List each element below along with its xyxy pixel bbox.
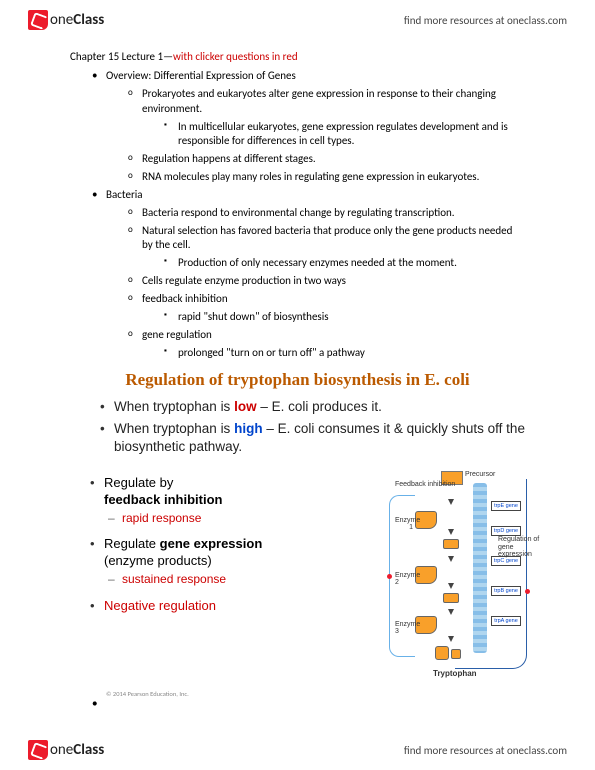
sub-red: sustained response xyxy=(104,572,295,588)
logo-part2: Class xyxy=(73,741,104,759)
text: RNA molecules play many roles in regulat… xyxy=(142,170,479,183)
list-item: Regulation happens at different stages. xyxy=(128,152,525,167)
dna-strand-icon xyxy=(473,483,487,653)
sub-red: rapid response xyxy=(104,511,295,527)
key-points-list: When tryptophan is low – E. coli produce… xyxy=(70,398,525,456)
arrow-icon xyxy=(448,499,454,505)
list-item: When tryptophan is low – E. coli produce… xyxy=(100,398,525,416)
chapter-title: Chapter 15 Lecture 1—with clicker questi… xyxy=(70,50,525,63)
low-text: low xyxy=(234,399,257,414)
copyright-text: © 2014 Pearson Education, Inc. xyxy=(70,690,525,698)
logo-part2: Class xyxy=(73,11,104,29)
list-item: When tryptophan is high – E. coli consum… xyxy=(100,420,525,456)
list-item: Prokaryotes and eukaryotes alter gene ex… xyxy=(128,87,525,149)
list-item: Cells regulate enzyme production in two … xyxy=(128,274,525,289)
text: Bacteria xyxy=(106,188,143,201)
list-item: Negative regulation xyxy=(90,598,295,615)
text: In multicellular eukaryotes, gene expres… xyxy=(178,120,508,148)
bold-text: feedback inhibition xyxy=(104,492,222,507)
list-item: Bacteria respond to environmental change… xyxy=(128,206,525,221)
arrow-icon xyxy=(448,529,454,535)
two-column-section: Regulate by feedback inhibition rapid re… xyxy=(70,459,525,686)
precursor-label: Precursor xyxy=(465,471,495,478)
list-item: Overview: Differential Expression of Gen… xyxy=(92,69,525,185)
intermediate-icon xyxy=(443,539,459,549)
tryptophan-icon xyxy=(435,646,449,660)
logo-part1: one xyxy=(50,741,73,759)
logo-icon xyxy=(28,740,48,760)
text: Regulate by xyxy=(104,475,173,490)
list-item: feedback inhibition rapid "shut down" of… xyxy=(128,292,525,325)
text: – E. coli produces it. xyxy=(257,399,382,414)
list-item: In multicellular eukaryotes, gene expres… xyxy=(164,120,525,150)
gene-label: trpA gene xyxy=(491,616,521,626)
text: Regulate xyxy=(104,536,160,551)
outline-list: Overview: Differential Expression of Gen… xyxy=(70,69,525,360)
text: Natural selection has favored bacteria t… xyxy=(142,224,512,252)
text: Overview: Differential Expression of Gen… xyxy=(106,69,296,82)
text: feedback inhibition xyxy=(142,292,228,305)
list-item: gene regulation prolonged "turn on or tu… xyxy=(128,328,525,361)
list-item: Regulate by feedback inhibition rapid re… xyxy=(90,475,295,526)
text: Production of only necessary enzymes nee… xyxy=(178,256,457,269)
bold-text: gene expression xyxy=(160,536,263,551)
gene-label: trpD gene xyxy=(491,526,521,536)
tryptophan-label: Tryptophan xyxy=(433,669,477,678)
list-item: Regulate gene expression (enzyme product… xyxy=(90,536,295,587)
list-item: Bacteria Bacteria respond to environment… xyxy=(92,188,525,360)
logo-part1: one xyxy=(50,11,73,29)
footer-link[interactable]: find more resources at oneclass.com xyxy=(404,744,567,757)
feedback-label: Feedback inhibition xyxy=(395,481,455,488)
regulation-label: Regulation of gene expression xyxy=(498,536,542,559)
logo-icon xyxy=(28,10,48,30)
page-footer: oneClass find more resources at oneclass… xyxy=(0,730,595,770)
arrow-icon xyxy=(448,583,454,589)
logo-text: oneClass xyxy=(50,11,104,29)
text: When tryptophan is xyxy=(114,399,234,414)
inhibition-dot-icon xyxy=(387,574,392,579)
page-header: oneClass find more resources at oneclass… xyxy=(0,0,595,40)
text: When tryptophan is xyxy=(114,421,234,436)
inhibition-dot-icon xyxy=(525,589,530,594)
arrow-icon xyxy=(448,556,454,562)
text: gene regulation xyxy=(142,328,212,341)
list-item: Natural selection has favored bacteria t… xyxy=(128,224,525,272)
section-heading: Regulation of tryptophan biosynthesis in… xyxy=(70,370,525,390)
text: Regulation happens at different stages. xyxy=(142,152,316,165)
logo-text: oneClass xyxy=(50,741,104,759)
text: (enzyme products) xyxy=(104,553,212,568)
diagram-column: Precursor Feedback inhibition Enzyme 1 E… xyxy=(303,471,528,686)
enzyme-label: Enzyme 2 xyxy=(395,572,413,586)
gene-label: trpE gene xyxy=(491,501,521,511)
pathway-diagram: Precursor Feedback inhibition Enzyme 1 E… xyxy=(303,471,528,686)
text: prolonged "turn on or turn off" a pathwa… xyxy=(178,346,365,359)
list-item: RNA molecules play many roles in regulat… xyxy=(128,170,525,185)
list-item: prolonged "turn on or turn off" a pathwa… xyxy=(164,346,525,361)
list-item: rapid "shut down" of biosynthesis xyxy=(164,310,525,325)
high-text: high xyxy=(234,421,263,436)
enzyme-label: Enzyme 1 xyxy=(395,517,413,531)
chapter-prefix: Chapter 15 Lecture 1— xyxy=(70,50,173,63)
red-text: Negative regulation xyxy=(104,598,216,613)
tryptophan-icon xyxy=(451,649,461,659)
text: Cells regulate enzyme production in two … xyxy=(142,274,346,287)
text: Prokaryotes and eukaryotes alter gene ex… xyxy=(142,87,496,115)
list-item: Production of only necessary enzymes nee… xyxy=(164,256,525,271)
text: rapid "shut down" of biosynthesis xyxy=(178,310,329,323)
logo[interactable]: oneClass xyxy=(28,740,104,760)
document-content: Chapter 15 Lecture 1—with clicker questi… xyxy=(0,40,595,698)
enzyme-label: Enzyme 3 xyxy=(395,621,413,635)
gene-label: trpB gene xyxy=(491,586,521,596)
header-link[interactable]: find more resources at oneclass.com xyxy=(404,14,567,27)
arrow-icon xyxy=(448,609,454,615)
logo[interactable]: oneClass xyxy=(28,10,104,30)
chapter-suffix-red: with clicker questions in red xyxy=(173,50,298,63)
text: Bacteria respond to environmental change… xyxy=(142,206,455,219)
left-column: Regulate by feedback inhibition rapid re… xyxy=(90,471,295,686)
intermediate-icon xyxy=(443,593,459,603)
arrow-icon xyxy=(448,636,454,642)
